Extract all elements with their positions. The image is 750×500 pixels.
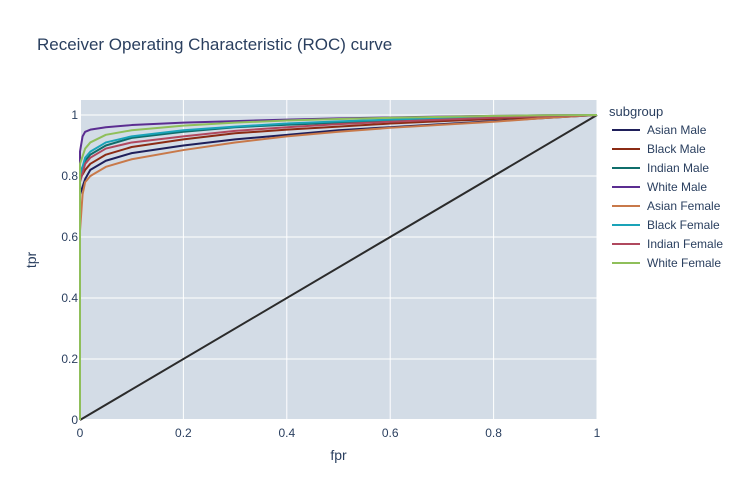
legend-item[interactable]: White Male [612,180,707,194]
legend-label: Black Male [647,142,706,156]
plot-area [80,100,597,420]
legend-title: subgroup [609,104,663,119]
y-tick-label: 1 [71,108,78,122]
y-tick-label: 0.4 [61,291,78,305]
x-tick-label: 0.6 [382,426,399,440]
y-tick-label: 0.6 [61,230,78,244]
x-tick-label: 0.4 [278,426,295,440]
series-lines [79,114,598,420]
legend-item[interactable]: Black Female [612,218,720,232]
y-axis-title: tpr [23,251,39,268]
y-tick-labels: 0 0.2 0.4 0.6 0.8 1 [61,108,78,427]
legend-item[interactable]: Asian Male [612,123,707,137]
x-tick-label: 0.8 [485,426,502,440]
legend-label: Indian Male [647,161,709,175]
x-tick-label: 0 [77,426,84,440]
series-line-black-male [79,114,598,420]
legend-item[interactable]: Black Male [612,142,706,156]
legend-label: Indian Female [647,237,723,251]
diagonal-reference-line [79,114,598,421]
series-line-black-female [79,114,598,420]
series-line-asian-female [79,114,598,420]
series-line-white-female [79,114,598,420]
chart-title: Receiver Operating Characteristic (ROC) … [37,35,392,54]
legend-label: Asian Male [647,123,707,137]
legend-label: White Female [647,256,721,270]
legend[interactable]: subgroup Asian Male Black Male Indian Male… [609,104,723,270]
series-line-indian-female [79,114,598,420]
x-axis-title: fpr [330,447,347,463]
y-tick-label: 0 [71,413,78,427]
x-tick-labels: 0 0.2 0.4 0.6 0.8 1 [77,426,601,440]
legend-item[interactable]: Indian Male [612,161,709,175]
reference-line [79,114,598,421]
legend-label: Asian Female [647,199,721,213]
legend-label: Black Female [647,218,720,232]
legend-item[interactable]: Indian Female [612,237,723,251]
x-tick-label: 0.2 [175,426,192,440]
y-tick-label: 0.8 [61,169,78,183]
y-tick-label: 0.2 [61,352,78,366]
legend-label: White Male [647,180,707,194]
x-tick-label: 1 [594,426,601,440]
legend-item[interactable]: Asian Female [612,199,721,213]
legend-item[interactable]: White Female [612,256,721,270]
